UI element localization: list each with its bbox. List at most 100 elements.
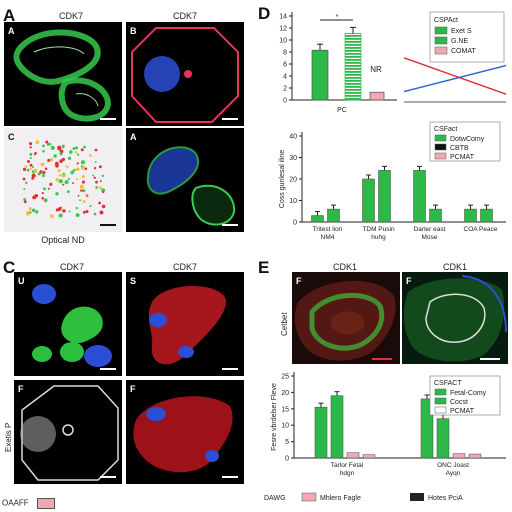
bar xyxy=(362,178,375,223)
panel-letter-a: A xyxy=(3,6,16,25)
chart-d-top-svg: 0 2 4 6 8 10 12 14 * NR PC CSPAct Exet S G.NE COMAT xyxy=(279,11,507,114)
speckle-dot xyxy=(31,173,36,178)
speckle-dot xyxy=(59,149,64,154)
panel-a-title-right: CDK7 xyxy=(172,11,197,21)
speckle-dot xyxy=(29,146,32,149)
speckle-dot xyxy=(27,160,31,164)
speckle-dot xyxy=(23,200,27,204)
speckle-dot xyxy=(26,168,30,172)
lower-legend-swatch xyxy=(410,493,424,501)
legend-title: CSPAct xyxy=(434,17,458,24)
speckle-dot xyxy=(34,151,37,155)
sub-label-e1: F xyxy=(296,276,302,286)
speckle-dot xyxy=(82,199,86,203)
legend-swatch xyxy=(434,46,448,55)
speckle-dot xyxy=(58,179,63,184)
speckle-dot xyxy=(47,187,50,190)
legend-swatch xyxy=(434,152,447,160)
speckle-dot xyxy=(53,154,57,158)
speckle-dot xyxy=(75,178,78,181)
speckle-dot xyxy=(101,204,106,209)
speckle-dot xyxy=(101,174,105,178)
inset-line xyxy=(403,57,507,95)
sub-label-a1: A xyxy=(8,26,15,36)
y-tick-label: 30 xyxy=(289,155,297,162)
speckle-dot xyxy=(82,189,86,193)
speckle-dot xyxy=(32,195,37,200)
scale-bar xyxy=(222,224,238,226)
speckle-dot xyxy=(59,159,64,163)
speckle-dot xyxy=(40,170,43,173)
panel-e-side-label: Cetbet xyxy=(280,312,289,336)
bar xyxy=(311,49,329,101)
panel-e-title-left: CDK1 xyxy=(332,262,357,272)
x-tick-label: TDM Pusin xyxy=(362,226,395,233)
bar xyxy=(314,406,328,459)
bottom-legend-label: OAAFF xyxy=(2,498,55,509)
micrograph-a2: B xyxy=(126,22,244,126)
speckle-dot xyxy=(89,205,92,208)
speckle-dot xyxy=(95,186,98,189)
lower-legend-label: DAWG xyxy=(264,495,286,502)
speckle-dot xyxy=(29,152,33,156)
x-tick-label: huhg xyxy=(371,234,386,241)
y-tick-label: 20 xyxy=(289,177,297,184)
annotation-nr: NR xyxy=(370,65,382,74)
speckle-dot xyxy=(75,213,80,217)
speckle-dot xyxy=(62,183,65,186)
speckle-dot xyxy=(47,158,51,162)
y-tick-label: 10 xyxy=(279,38,287,45)
legend-swatch xyxy=(434,397,447,405)
speckle-dot xyxy=(22,167,27,171)
speckle-dot xyxy=(49,143,52,146)
speckle-dot xyxy=(37,172,41,176)
x-tick-label: Tritest lion xyxy=(313,226,343,233)
speckle-dot xyxy=(72,182,75,185)
y-tick-label: 6 xyxy=(283,62,287,69)
bar xyxy=(311,215,324,223)
speckle-dot xyxy=(77,194,80,197)
bar xyxy=(413,170,426,223)
speckle-dot xyxy=(49,214,54,219)
micrograph-c1: U xyxy=(14,272,122,376)
speckle-dot xyxy=(59,206,62,209)
speckle-dot xyxy=(93,166,97,170)
speckle-dot xyxy=(75,206,79,210)
panel-letter-d: D xyxy=(258,4,271,23)
x-axis-label: PC xyxy=(337,107,347,114)
bar xyxy=(369,91,385,101)
y-tick-label: 14 xyxy=(279,14,287,21)
legend-label: DotwComy xyxy=(450,136,485,143)
speckle-dot xyxy=(75,167,80,171)
speckle-dot xyxy=(44,167,48,171)
y-tick-label: 10 xyxy=(281,423,289,430)
micrograph-a3: C xyxy=(4,128,122,232)
bar xyxy=(344,33,362,101)
panel-c-title-left: CDK7 xyxy=(59,262,84,272)
significance-star: * xyxy=(336,14,339,21)
speckle-dot xyxy=(40,162,45,167)
sub-label-a2: B xyxy=(130,26,137,36)
x-tick-label: ONC Joast xyxy=(437,462,469,469)
bar xyxy=(452,453,466,459)
speckle-dot xyxy=(64,180,69,185)
panel-letter-e: E xyxy=(258,258,270,277)
inset-line xyxy=(403,64,507,93)
bar xyxy=(378,170,391,223)
speckle-dot xyxy=(76,162,79,165)
bar xyxy=(330,395,344,459)
y-tick-label: 20 xyxy=(281,390,289,397)
legend-title: CSFact xyxy=(434,126,457,133)
micrograph-e1: F xyxy=(292,272,400,364)
legend-label: COMAT xyxy=(451,48,476,55)
bottom-strip-label: OAAFF xyxy=(2,498,29,508)
scale-bar xyxy=(222,368,238,370)
micrograph-c3: F xyxy=(14,380,122,484)
panel-a-title-left: CDK7 xyxy=(58,11,83,21)
y-axis-label: Fesre vbrdelser Fleve xyxy=(271,383,278,451)
speckle-dot xyxy=(85,209,89,214)
speckle-dot xyxy=(42,174,46,178)
legend-swatch xyxy=(434,134,447,142)
